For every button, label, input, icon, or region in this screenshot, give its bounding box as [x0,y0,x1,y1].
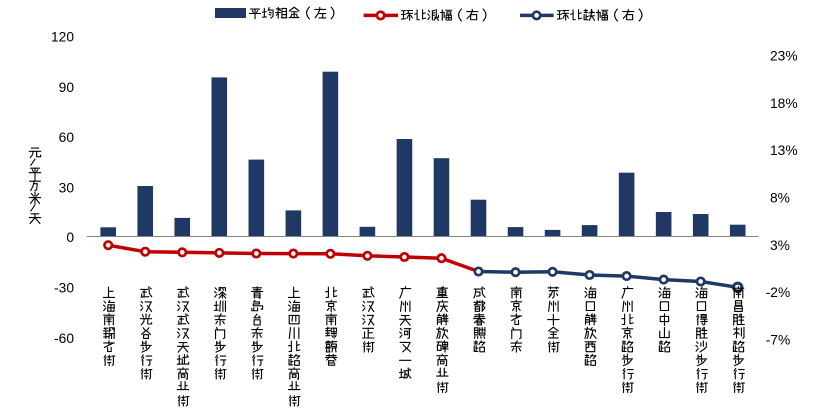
svg-text:60: 60 [59,130,75,145]
svg-text:8%: 8% [770,190,790,205]
svg-text:23%: 23% [770,48,798,63]
svg-text:-7%: -7% [766,333,791,348]
svg-text:18%: 18% [770,96,798,111]
svg-text:13%: 13% [770,143,798,158]
svg-text:-60: -60 [54,331,74,346]
svg-text:-2%: -2% [766,285,791,300]
svg-text:-30: -30 [54,281,74,296]
svg-text:30: 30 [59,180,75,195]
svg-text:90: 90 [59,80,75,95]
svg-text:3%: 3% [770,238,790,253]
svg-text:120: 120 [51,30,74,45]
svg-text:0: 0 [66,230,74,245]
